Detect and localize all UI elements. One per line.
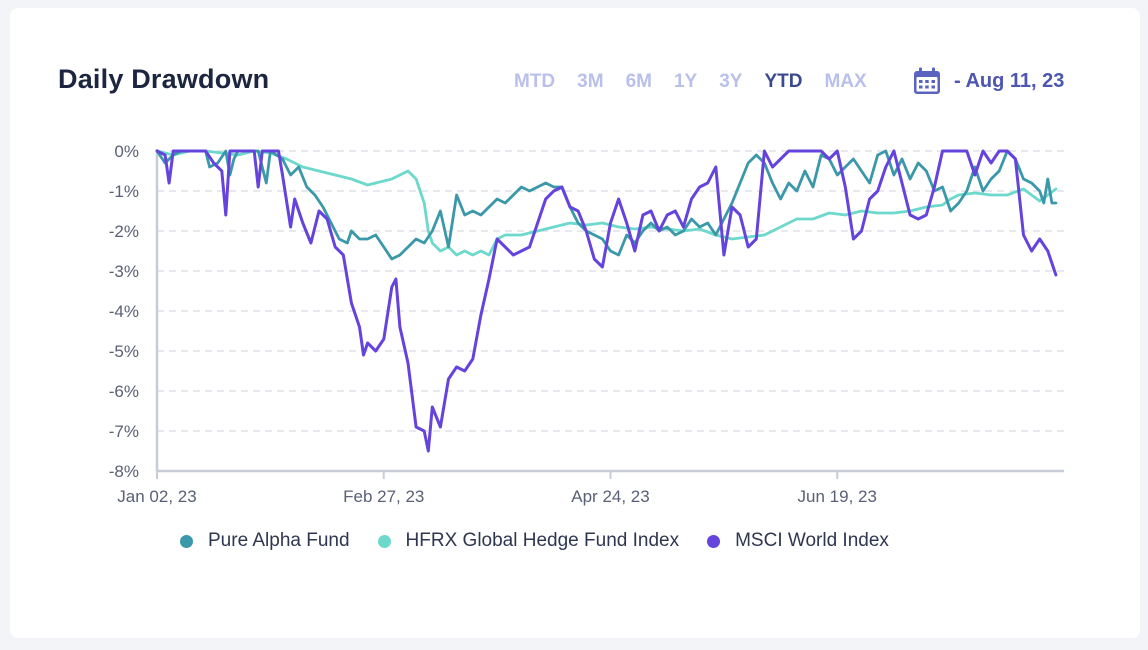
legend-marker-hfrx — [377, 534, 391, 548]
chart-title: Daily Drawdown — [58, 64, 270, 94]
legend-item-pure-alpha[interactable]: Pure Alpha Fund — [180, 530, 350, 552]
chart-card — [10, 8, 1140, 638]
y-tick-label: -6% — [109, 382, 139, 401]
y-tick-label: 0% — [114, 142, 139, 161]
x-tick-label: Feb 27, 23 — [343, 487, 424, 506]
range-mtd[interactable]: MTD — [514, 71, 556, 92]
series-line-pure-alpha — [155, 149, 1058, 261]
range-6m[interactable]: 6M — [625, 71, 652, 92]
y-tick-label: -4% — [109, 302, 139, 321]
date-picker[interactable]: - Aug 11, 23 — [912, 64, 1064, 98]
x-tick-label: Jan 02, 23 — [117, 487, 196, 506]
range-max[interactable]: MAX — [824, 71, 867, 92]
legend-marker-msci — [707, 534, 721, 548]
x-tick-label: Jun 19, 23 — [798, 487, 877, 506]
legend-marker-pure-alpha — [180, 534, 193, 548]
y-tick-label: -5% — [109, 342, 139, 361]
legend-label-pure-alpha: Pure Alpha Fund — [208, 530, 350, 551]
y-tick-label: -3% — [109, 262, 139, 281]
y-tick-label: -8% — [109, 462, 139, 481]
range-3m[interactable]: 3M — [577, 71, 604, 92]
series-line-hfrx — [155, 149, 1058, 257]
x-tick-label: Apr 24, 23 — [571, 487, 649, 506]
range-selector: MTD 3M 6M 1Y 3Y YTD MAX — [514, 68, 867, 96]
y-tick-label: -2% — [109, 222, 139, 241]
legend-label-hfrx: HFRX Global Hedge Fund Index — [405, 530, 680, 551]
y-tick-label: -1% — [109, 182, 139, 201]
series-line-msci — [155, 149, 1058, 453]
range-1y[interactable]: 1Y — [673, 71, 698, 92]
y-tick-label: -7% — [109, 422, 139, 441]
legend-item-msci[interactable]: MSCI World Index — [707, 530, 889, 552]
range-ytd[interactable]: YTD — [764, 71, 803, 92]
legend-label-msci: MSCI World Index — [735, 530, 889, 551]
legend: Pure Alpha Fund HFRX Global Hedge Fund I… — [180, 530, 917, 552]
calendar-icon[interactable] — [912, 66, 942, 96]
legend-item-hfrx[interactable]: HFRX Global Hedge Fund Index — [377, 530, 680, 552]
date-range-label[interactable]: - Aug 11, 23 — [954, 69, 1065, 92]
range-3y[interactable]: 3Y — [719, 71, 743, 92]
